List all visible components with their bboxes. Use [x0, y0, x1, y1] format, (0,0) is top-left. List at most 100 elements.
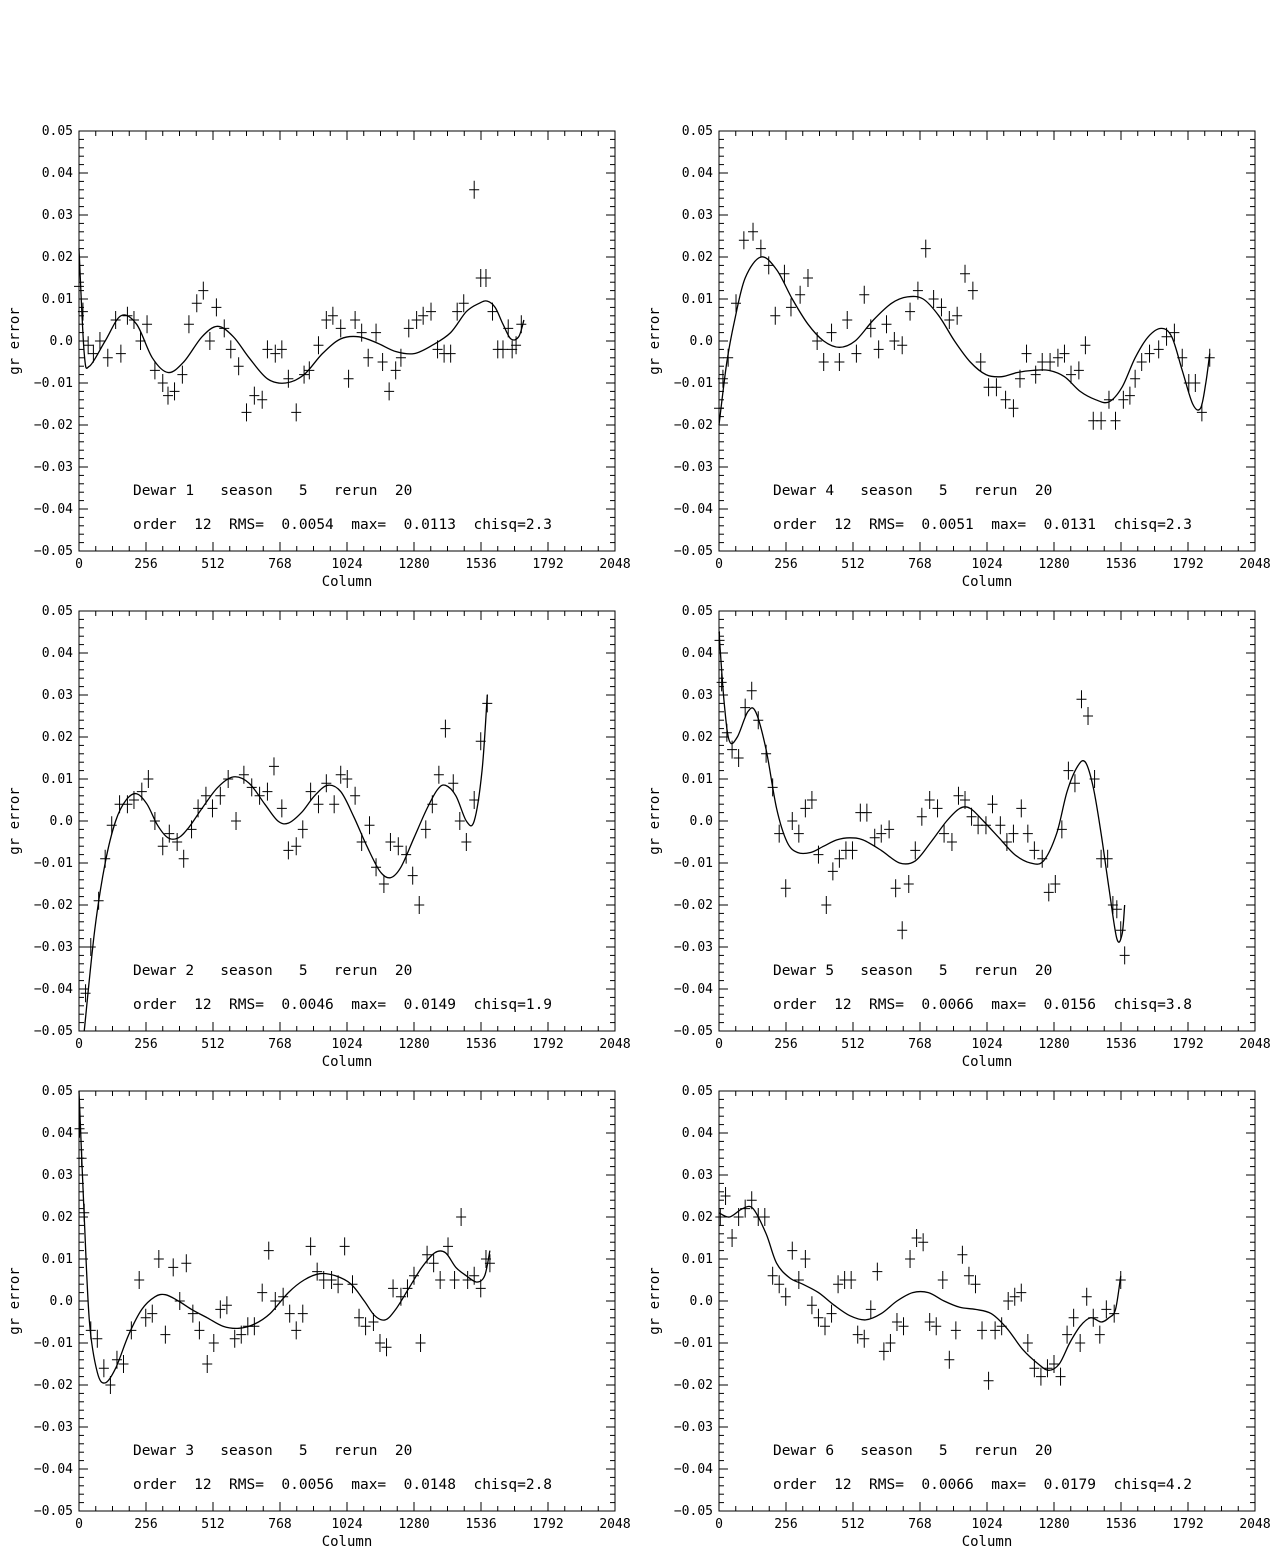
y-tick-label: −0.02	[34, 418, 73, 433]
data-point	[374, 1334, 385, 1352]
data-point	[1115, 921, 1126, 940]
data-point	[1119, 946, 1130, 965]
data-point	[377, 353, 388, 371]
data-point	[229, 1329, 240, 1348]
x-tick-label: 512	[201, 1517, 224, 1532]
data-point	[168, 1258, 179, 1277]
data-point	[83, 336, 94, 355]
data-point	[966, 807, 977, 826]
fit-curve	[718, 631, 1126, 943]
data-point	[715, 1208, 726, 1226]
x-tick-label: 1536	[465, 557, 496, 572]
data-point	[890, 879, 901, 898]
data-point	[795, 285, 806, 304]
data-point	[939, 824, 950, 843]
data-point	[1003, 1292, 1014, 1310]
data-point	[350, 311, 361, 329]
y-tick-label: 0.05	[682, 1084, 713, 1099]
data-point	[731, 294, 742, 313]
data-point	[1035, 1367, 1046, 1386]
x-tick-label: 1792	[1172, 557, 1203, 572]
data-point	[1043, 883, 1054, 902]
x-axis-title: Column	[962, 1534, 1013, 1550]
x-tick-label: 1280	[398, 1517, 429, 1532]
data-point	[821, 896, 832, 914]
data-point	[350, 786, 361, 805]
data-point	[85, 938, 96, 956]
data-point	[924, 791, 935, 809]
data-point	[1008, 824, 1019, 843]
data-point	[118, 1355, 129, 1373]
chart-panel-3: 0 256 512 768 1024 1280 1536 1792 2048 0.05 0.04 0.…	[7, 604, 631, 1070]
data-point	[354, 1308, 365, 1327]
data-point	[770, 306, 781, 325]
data-point	[1066, 365, 1077, 384]
data-point	[1190, 374, 1201, 392]
y-tick-label: 0.02	[682, 250, 713, 265]
data-point	[443, 1237, 454, 1256]
data-point	[202, 1355, 213, 1373]
data-point	[445, 344, 456, 363]
data-point	[347, 1275, 358, 1294]
data-point	[990, 1321, 1001, 1340]
y-tick-label: −0.05	[34, 544, 73, 559]
data-point	[763, 256, 774, 275]
x-tick-label: 0	[715, 557, 723, 572]
data-point	[291, 837, 302, 856]
data-point	[931, 1317, 942, 1336]
data-point	[918, 1233, 929, 1252]
y-tick-label: 0.05	[682, 124, 713, 139]
data-point	[833, 1275, 844, 1294]
data-point	[1096, 411, 1107, 430]
data-point	[1111, 900, 1122, 919]
y-axis-title: gr error	[7, 1267, 23, 1334]
data-point	[174, 1292, 185, 1310]
data-point	[304, 361, 315, 380]
data-point	[950, 1321, 961, 1340]
data-point	[1000, 390, 1011, 409]
data-point	[249, 386, 260, 405]
data-point	[381, 1338, 392, 1357]
data-point	[748, 222, 759, 241]
data-point	[305, 1237, 316, 1256]
data-point	[428, 1254, 439, 1273]
annotation-line-1: Dewar 4 season 5 rerun 20	[773, 483, 1052, 499]
data-point	[826, 1304, 837, 1323]
data-point	[74, 277, 84, 296]
data-point	[932, 799, 943, 818]
y-tick-label: 0.04	[42, 166, 73, 181]
data-point	[785, 298, 796, 317]
y-tick-label: −0.01	[34, 376, 73, 391]
data-point	[312, 1262, 323, 1281]
data-point	[1030, 365, 1041, 384]
data-point	[1049, 1355, 1059, 1373]
data-point	[1169, 323, 1180, 342]
y-tick-label: −0.04	[674, 502, 713, 517]
data-point	[957, 1245, 968, 1264]
data-point	[897, 336, 908, 355]
data-point	[335, 319, 346, 338]
data-point	[787, 1241, 798, 1260]
x-tick-label: 2048	[599, 1037, 630, 1052]
data-point	[143, 770, 154, 788]
data-point	[897, 921, 908, 940]
x-tick-label: 768	[268, 1517, 291, 1532]
x-tick-label: 1792	[532, 1517, 563, 1532]
data-point	[231, 812, 242, 830]
data-point	[1045, 353, 1056, 371]
data-point	[134, 1271, 145, 1289]
data-point	[484, 1254, 495, 1273]
data-point	[211, 298, 222, 317]
x-tick-label: 0	[715, 1517, 723, 1532]
data-point	[363, 348, 374, 367]
fit-curve	[78, 1090, 491, 1384]
data-point	[952, 306, 963, 325]
data-point	[800, 799, 811, 818]
data-point	[329, 795, 340, 814]
data-point	[215, 786, 226, 805]
data-point	[980, 816, 991, 835]
y-tick-label: 0.04	[42, 1126, 73, 1141]
data-point	[759, 1208, 770, 1226]
annotation-line-2: order 12 RMS= 0.0066 max= 0.0156 chisq=3…	[773, 997, 1192, 1013]
